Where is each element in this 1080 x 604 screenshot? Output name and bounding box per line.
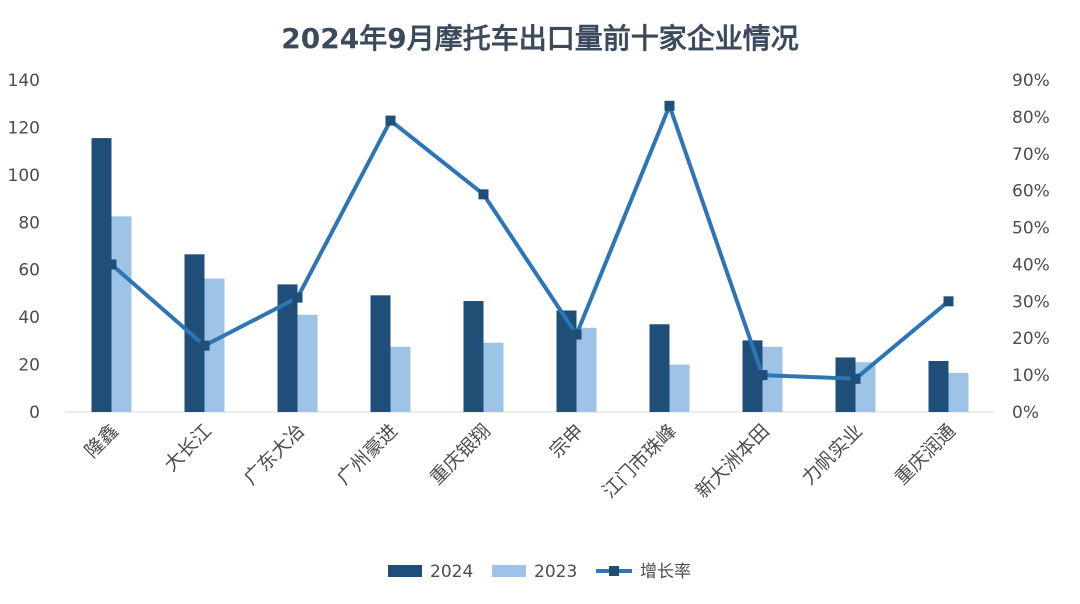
growth-rate-point [664,100,675,111]
bar-2024 [835,357,856,412]
bar-2023 [948,372,969,412]
right-axis-tick-label: 30% [1012,292,1050,312]
bar-2024 [370,295,391,412]
bars [91,138,969,412]
bar-2023 [483,342,504,412]
right-axis-tick-label: 10% [1012,366,1050,386]
bar-2024 [91,138,112,412]
category-label: 重庆银翔 [426,420,495,489]
left-axis-tick-label: 140 [8,71,40,91]
category-label: 力帆实业 [798,420,867,489]
legend-label-growth: 增长率 [640,562,691,582]
bar-2024 [928,361,949,412]
bar-2023 [111,216,132,412]
bar-2023 [390,346,411,412]
category-label: 广东大冶 [240,420,309,489]
legend-label-2024: 2024 [430,562,473,582]
growth-rate-point [850,373,861,384]
growth-rate-point [478,189,489,200]
legend-swatch-2024 [388,565,422,577]
category-label: 宗申 [546,420,588,462]
bar-2024 [277,284,298,412]
bar-2023 [576,327,597,412]
bar-2024 [649,324,670,412]
growth-rate-point [106,259,117,270]
right-axis-tick-label: 20% [1012,329,1050,349]
growth-rate-point [757,370,768,381]
left-axis-tick-label: 120 [8,118,40,138]
axes: 0 20 40 60 80 100 120 140 0% 10% 20% 30% 40% 50% 60% 70… [8,71,1050,423]
left-axis-tick-label: 40 [18,308,40,328]
growth-rate-point [385,115,396,126]
right-axis-tick-label: 70% [1012,145,1050,165]
left-axis-tick-label: 100 [8,166,40,186]
bar-2024 [463,301,484,412]
growth-rate-point [571,329,582,340]
growth-rate-line [110,103,950,381]
bar-2024 [556,310,577,412]
growth-line [106,100,954,384]
left-axis-tick-label: 0 [29,403,40,423]
category-label: 重庆润通 [891,420,960,489]
bar-2023 [204,278,225,412]
right-axis-tick-label: 90% [1012,71,1050,91]
legend-swatch-2023 [492,565,526,577]
growth-rate-point [292,292,303,303]
category-label: 隆鑫 [81,420,123,462]
growth-rate-point [199,340,210,351]
category-label: 新大洲本田 [691,420,774,503]
legend: 2024 2023 增长率 [388,562,691,582]
left-axis-tick-label: 80 [18,213,40,233]
growth-rate-point [943,296,954,307]
legend-marker-growth [609,566,619,576]
chart-title: 2024年9月摩托车出口量前十家企业情况 [281,22,798,55]
right-axis-tick-label: 60% [1012,182,1050,202]
right-axis-tick-label: 0% [1012,403,1039,423]
category-labels: 隆鑫 大长江 广东大冶 广州豪进 重庆银翔 宗申 江门市珠峰 新大洲本田 力帆实业 重庆润通 [81,420,960,503]
bar-2024 [184,254,205,412]
right-axis-tick-label: 50% [1012,219,1050,239]
bar-2023 [297,314,318,412]
category-label: 江门市珠峰 [598,420,681,503]
right-axis-tick-label: 80% [1012,108,1050,128]
bar-2023 [669,364,690,412]
bar-2023 [762,346,783,412]
left-axis-tick-label: 60 [18,261,40,281]
category-label: 广州豪进 [333,420,402,489]
left-axis-tick-label: 20 [18,356,40,376]
legend-label-2023: 2023 [534,562,577,582]
category-label: 大长江 [160,420,216,476]
right-axis-tick-label: 40% [1012,255,1050,275]
